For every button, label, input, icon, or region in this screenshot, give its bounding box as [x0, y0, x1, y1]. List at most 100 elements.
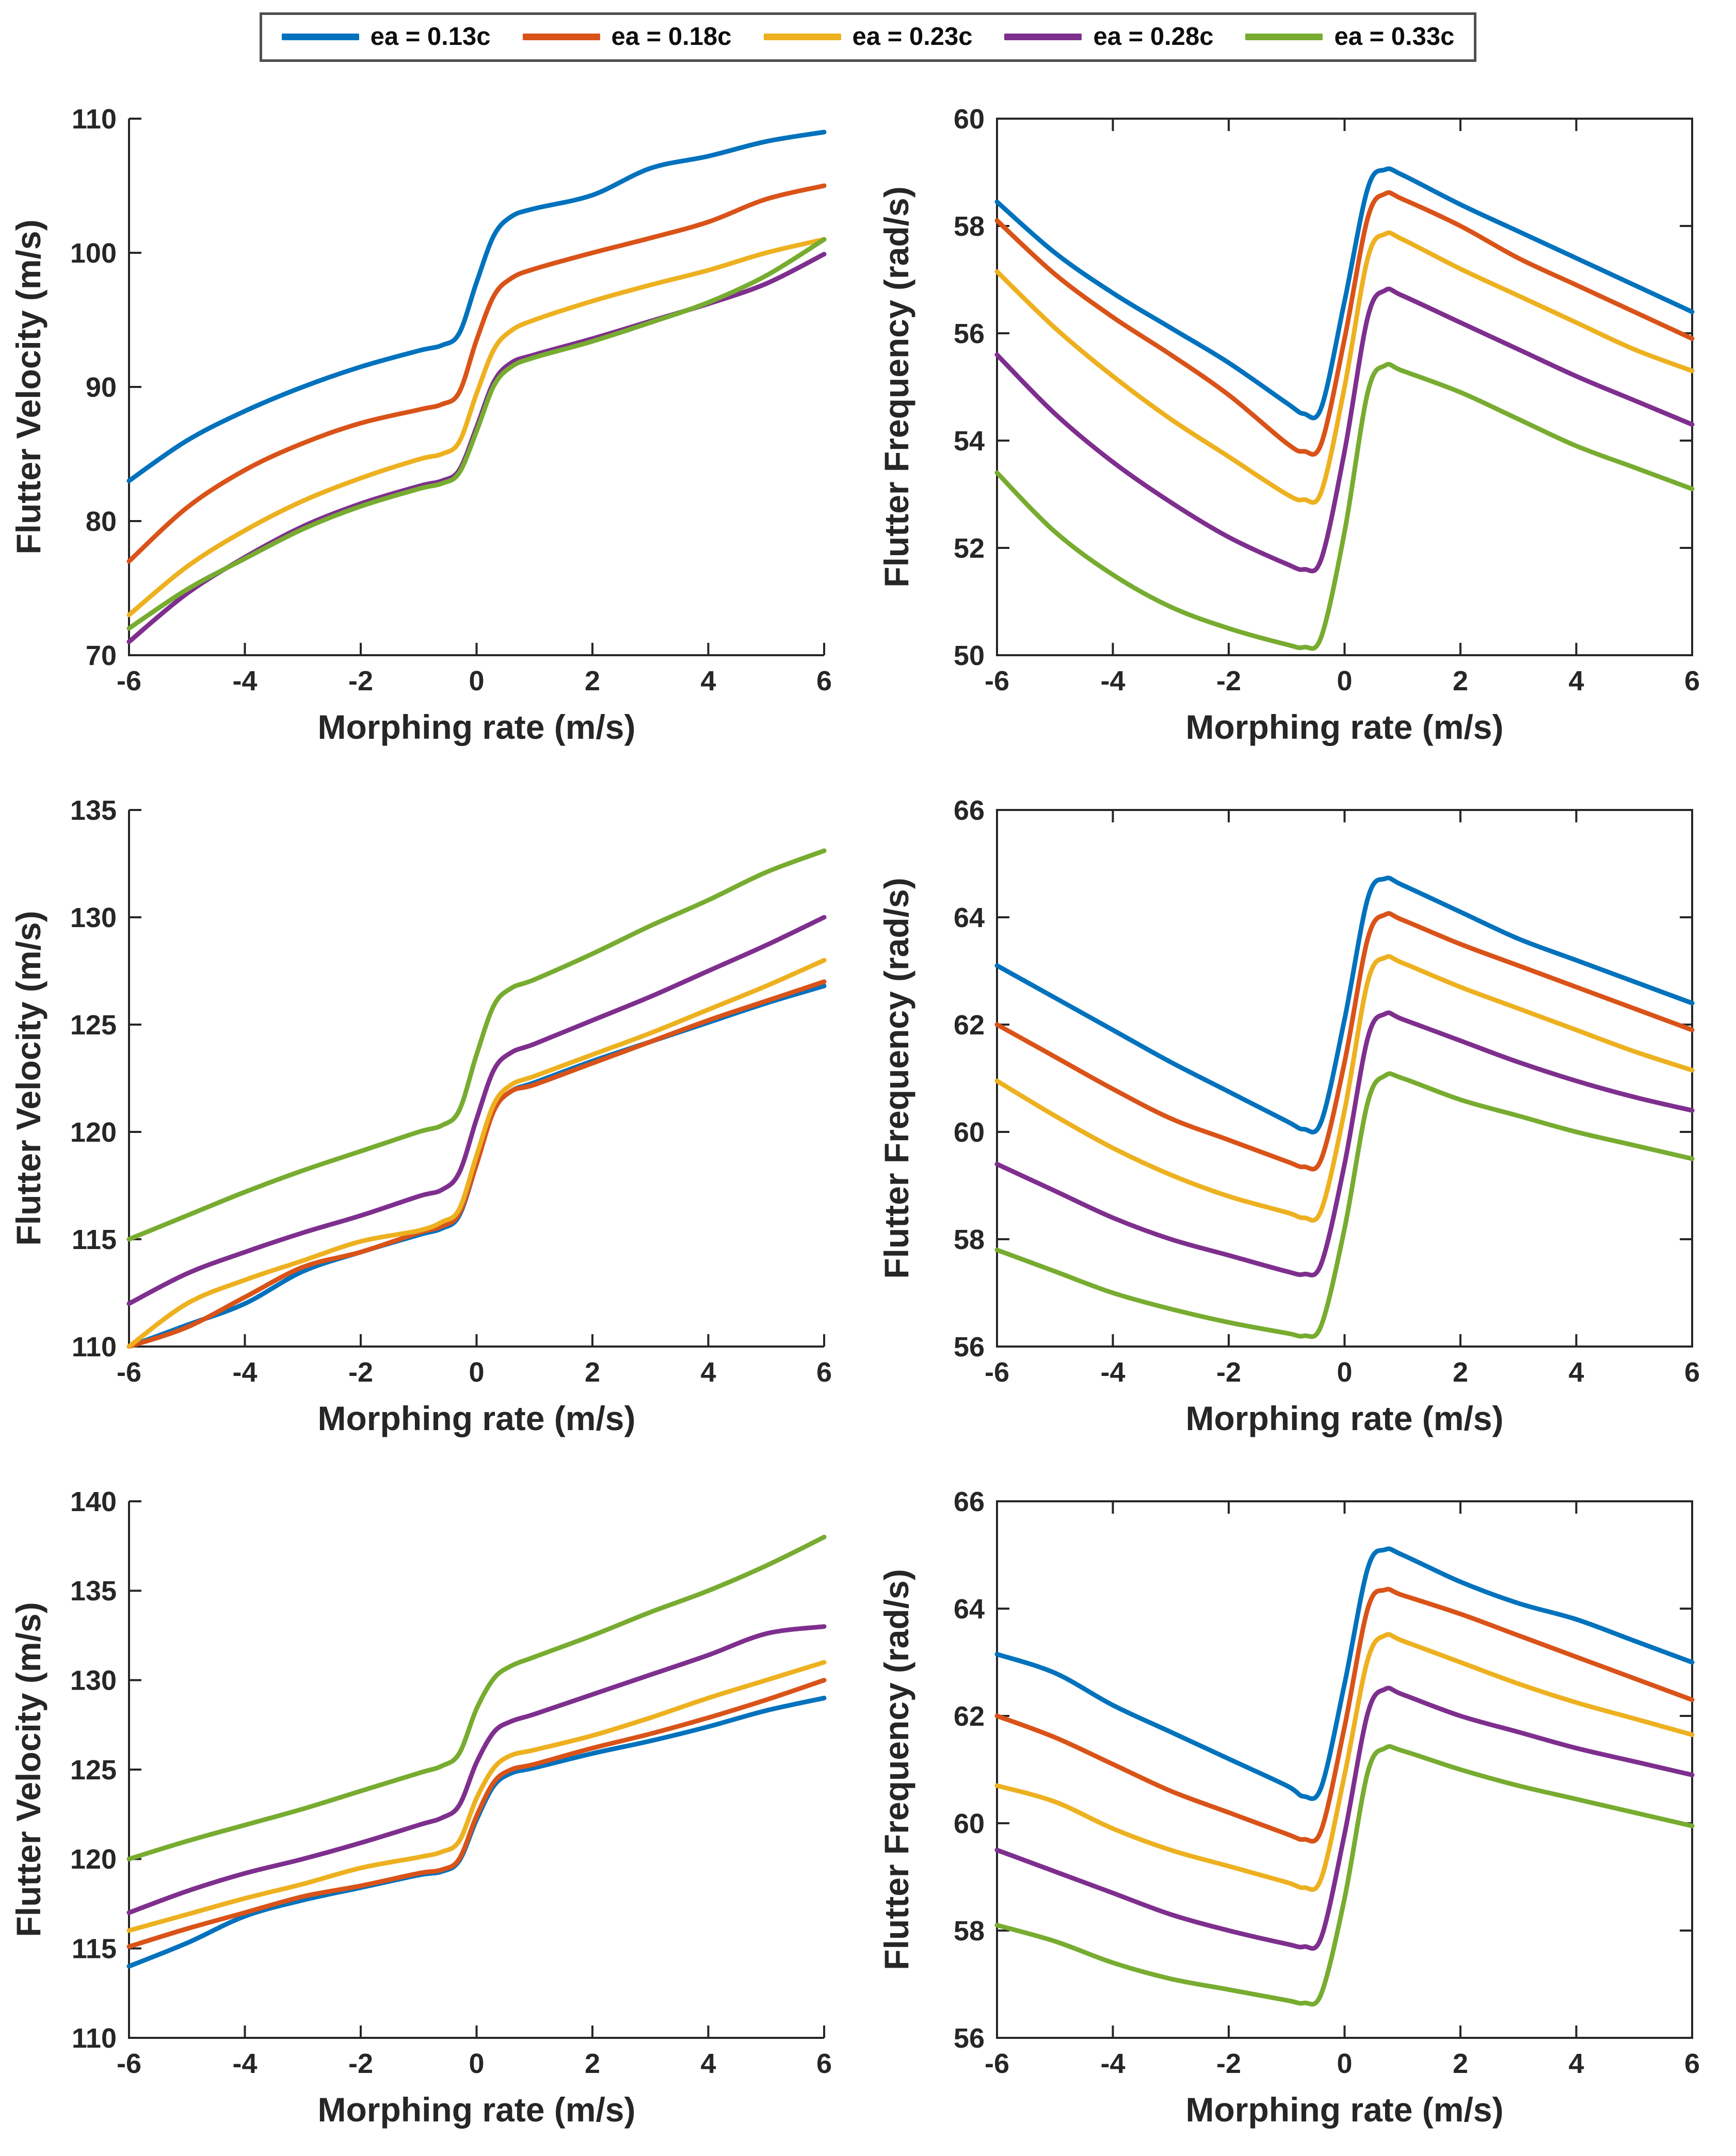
y-tick-label: 56 — [954, 318, 985, 349]
y-tick-label: 120 — [70, 1117, 117, 1148]
y-tick-label: 110 — [72, 2023, 117, 2054]
y-axis-label: Flutter Frequency (rad/s) — [877, 878, 915, 1278]
legend-line-swatch — [763, 34, 841, 41]
x-tick-label: -6 — [117, 2048, 141, 2079]
legend-item: ea = 0.28c — [1004, 23, 1213, 51]
x-tick-label: -2 — [1216, 666, 1241, 696]
x-tick-label: 0 — [1337, 1357, 1352, 1388]
y-tick-label: 110 — [72, 1332, 117, 1363]
y-tick-label: 125 — [70, 1755, 117, 1786]
series-line-ea-0.18c — [126, 183, 827, 564]
x-tick-label: -6 — [117, 666, 141, 696]
legend-item-label: ea = 0.13c — [370, 23, 491, 51]
series-line-ea-0.33c — [994, 362, 1695, 651]
y-tick-label: 56 — [954, 1332, 985, 1363]
x-tick-label: -4 — [232, 1357, 257, 1388]
x-tick-label: -6 — [985, 2048, 1009, 2079]
x-tick-label: -2 — [348, 666, 373, 696]
x-tick-label: 2 — [1453, 1357, 1468, 1388]
y-axis-label: Flutter Frequency (rad/s) — [877, 1569, 915, 1970]
axes-box — [996, 808, 1693, 1348]
x-tick-label: -6 — [117, 1357, 141, 1388]
series-line-ea-0.28c — [994, 1010, 1695, 1277]
y-tick-label: 56 — [954, 2023, 985, 2054]
subplot-flutter-frequency-row2: -6 -4 -2 0 2 4 6 56 58 60 62 64 66 Morphing rate (m/s… — [868, 764, 1736, 1455]
x-tick-label: -4 — [232, 666, 257, 696]
x-tick-label: 4 — [1568, 1357, 1584, 1388]
series-line-ea-0.13c — [994, 166, 1695, 420]
x-tick-label: 2 — [1453, 666, 1468, 696]
series-line-ea-0.18c — [994, 190, 1695, 457]
series-line-ea-0.28c — [994, 286, 1695, 574]
chart-svg: -6 -4 -2 0 2 4 6 56 58 60 62 64 66 Morphing rate (m/s… — [877, 1486, 1700, 2129]
y-tick-label: 140 — [70, 1486, 117, 1517]
x-tick-label: 4 — [1568, 2048, 1584, 2079]
y-axis-label: Flutter Velocity (m/s) — [9, 911, 47, 1245]
legend-item: ea = 0.33c — [1245, 23, 1454, 51]
legend-line-swatch — [522, 34, 600, 41]
y-tick-label: 135 — [70, 1576, 117, 1607]
x-tick-label: 0 — [1337, 2048, 1352, 2079]
series-line-ea-0.18c — [994, 911, 1695, 1172]
y-tick-label: 50 — [954, 640, 985, 671]
series-line-ea-0.18c — [126, 1678, 827, 1949]
series-line-ea-0.28c — [126, 915, 827, 1306]
legend-item-label: ea = 0.18c — [611, 23, 732, 51]
x-tick-label: 6 — [816, 666, 832, 696]
x-tick-label: 2 — [585, 2048, 600, 2079]
axes-spines — [128, 809, 824, 1348]
series-line-ea-0.33c — [994, 1744, 1695, 2007]
y-tick-label: 58 — [954, 211, 985, 242]
chart-svg: -6 -4 -2 0 2 4 6 110 115 120 125 130 135 Morphing rat… — [9, 795, 832, 1437]
legend-item-label: ea = 0.33c — [1334, 23, 1455, 51]
y-tick-label: 125 — [70, 1010, 117, 1041]
y-axis-label: Flutter Velocity (m/s) — [9, 219, 47, 554]
y-tick-label: 100 — [70, 238, 117, 269]
subplot-flutter-frequency-row1: -6 -4 -2 0 2 4 6 50 52 54 56 58 60 Morphing rate (m/s… — [868, 72, 1736, 764]
x-tick-label: 4 — [700, 666, 716, 696]
legend-item-label: ea = 0.28c — [1093, 23, 1214, 51]
y-tick-label: 130 — [70, 902, 117, 933]
y-tick-label: 64 — [954, 902, 985, 933]
series-line-ea-0.28c — [126, 1624, 827, 1915]
series-line-ea-0.13c — [126, 129, 827, 483]
x-axis-label: Morphing rate (m/s) — [1185, 1399, 1503, 1437]
subplot-flutter-velocity-row1: -6 -4 -2 0 2 4 6 70 80 90 100 110 Morphing rate (m/s… — [0, 72, 868, 764]
chart-svg: -6 -4 -2 0 2 4 6 56 58 60 62 64 66 Morphing rate (m/s… — [877, 795, 1700, 1437]
charts-grid: -6 -4 -2 0 2 4 6 70 80 90 100 110 Morphing rate (m/s… — [0, 72, 1736, 2146]
y-tick-label: 115 — [72, 1933, 117, 1964]
subplot-flutter-velocity-row3: -6 -4 -2 0 2 4 6 110 115 120 125 130 135 140 Morphing … — [0, 1455, 868, 2146]
y-tick-label: 62 — [954, 1701, 985, 1732]
series-line-ea-0.13c — [126, 1695, 827, 1969]
y-tick-label: 58 — [954, 1916, 985, 1947]
y-axis-label: Flutter Frequency (rad/s) — [877, 186, 915, 587]
y-tick-label: 120 — [70, 1844, 117, 1875]
series-line-ea-0.23c — [126, 958, 827, 1349]
series-line-ea-0.13c — [994, 1546, 1695, 1801]
x-tick-label: -4 — [1100, 2048, 1125, 2079]
x-tick-label: -4 — [232, 2048, 257, 2079]
series-line-ea-0.33c — [126, 237, 827, 631]
legend-item-label: ea = 0.23c — [852, 23, 973, 51]
y-tick-label: 60 — [954, 104, 985, 135]
x-axis-label: Morphing rate (m/s) — [317, 708, 635, 746]
y-tick-label: 110 — [72, 104, 117, 135]
x-tick-label: 4 — [700, 2048, 716, 2079]
series-line-ea-0.33c — [994, 1071, 1695, 1339]
x-axis-label: Morphing rate (m/s) — [317, 2090, 635, 2129]
series-line-ea-0.33c — [126, 848, 827, 1242]
y-tick-label: 115 — [72, 1224, 117, 1255]
x-tick-label: 4 — [700, 1357, 716, 1388]
x-tick-label: 0 — [469, 666, 484, 696]
x-tick-label: 6 — [1684, 1357, 1700, 1388]
series-line-ea-0.23c — [994, 230, 1695, 505]
x-tick-label: 6 — [816, 1357, 832, 1388]
series-line-ea-0.23c — [994, 954, 1695, 1223]
y-tick-label: 70 — [86, 640, 117, 671]
x-tick-label: 0 — [469, 1357, 484, 1388]
x-tick-label: 4 — [1568, 666, 1584, 696]
figure-canvas: ea = 0.13c ea = 0.18c ea = 0.23c ea = 0.… — [0, 12, 1736, 2156]
x-tick-label: -6 — [985, 1357, 1009, 1388]
legend-item: ea = 0.23c — [763, 23, 973, 51]
chart-svg: -6 -4 -2 0 2 4 6 70 80 90 100 110 Morphing rate (m/s… — [9, 104, 832, 746]
